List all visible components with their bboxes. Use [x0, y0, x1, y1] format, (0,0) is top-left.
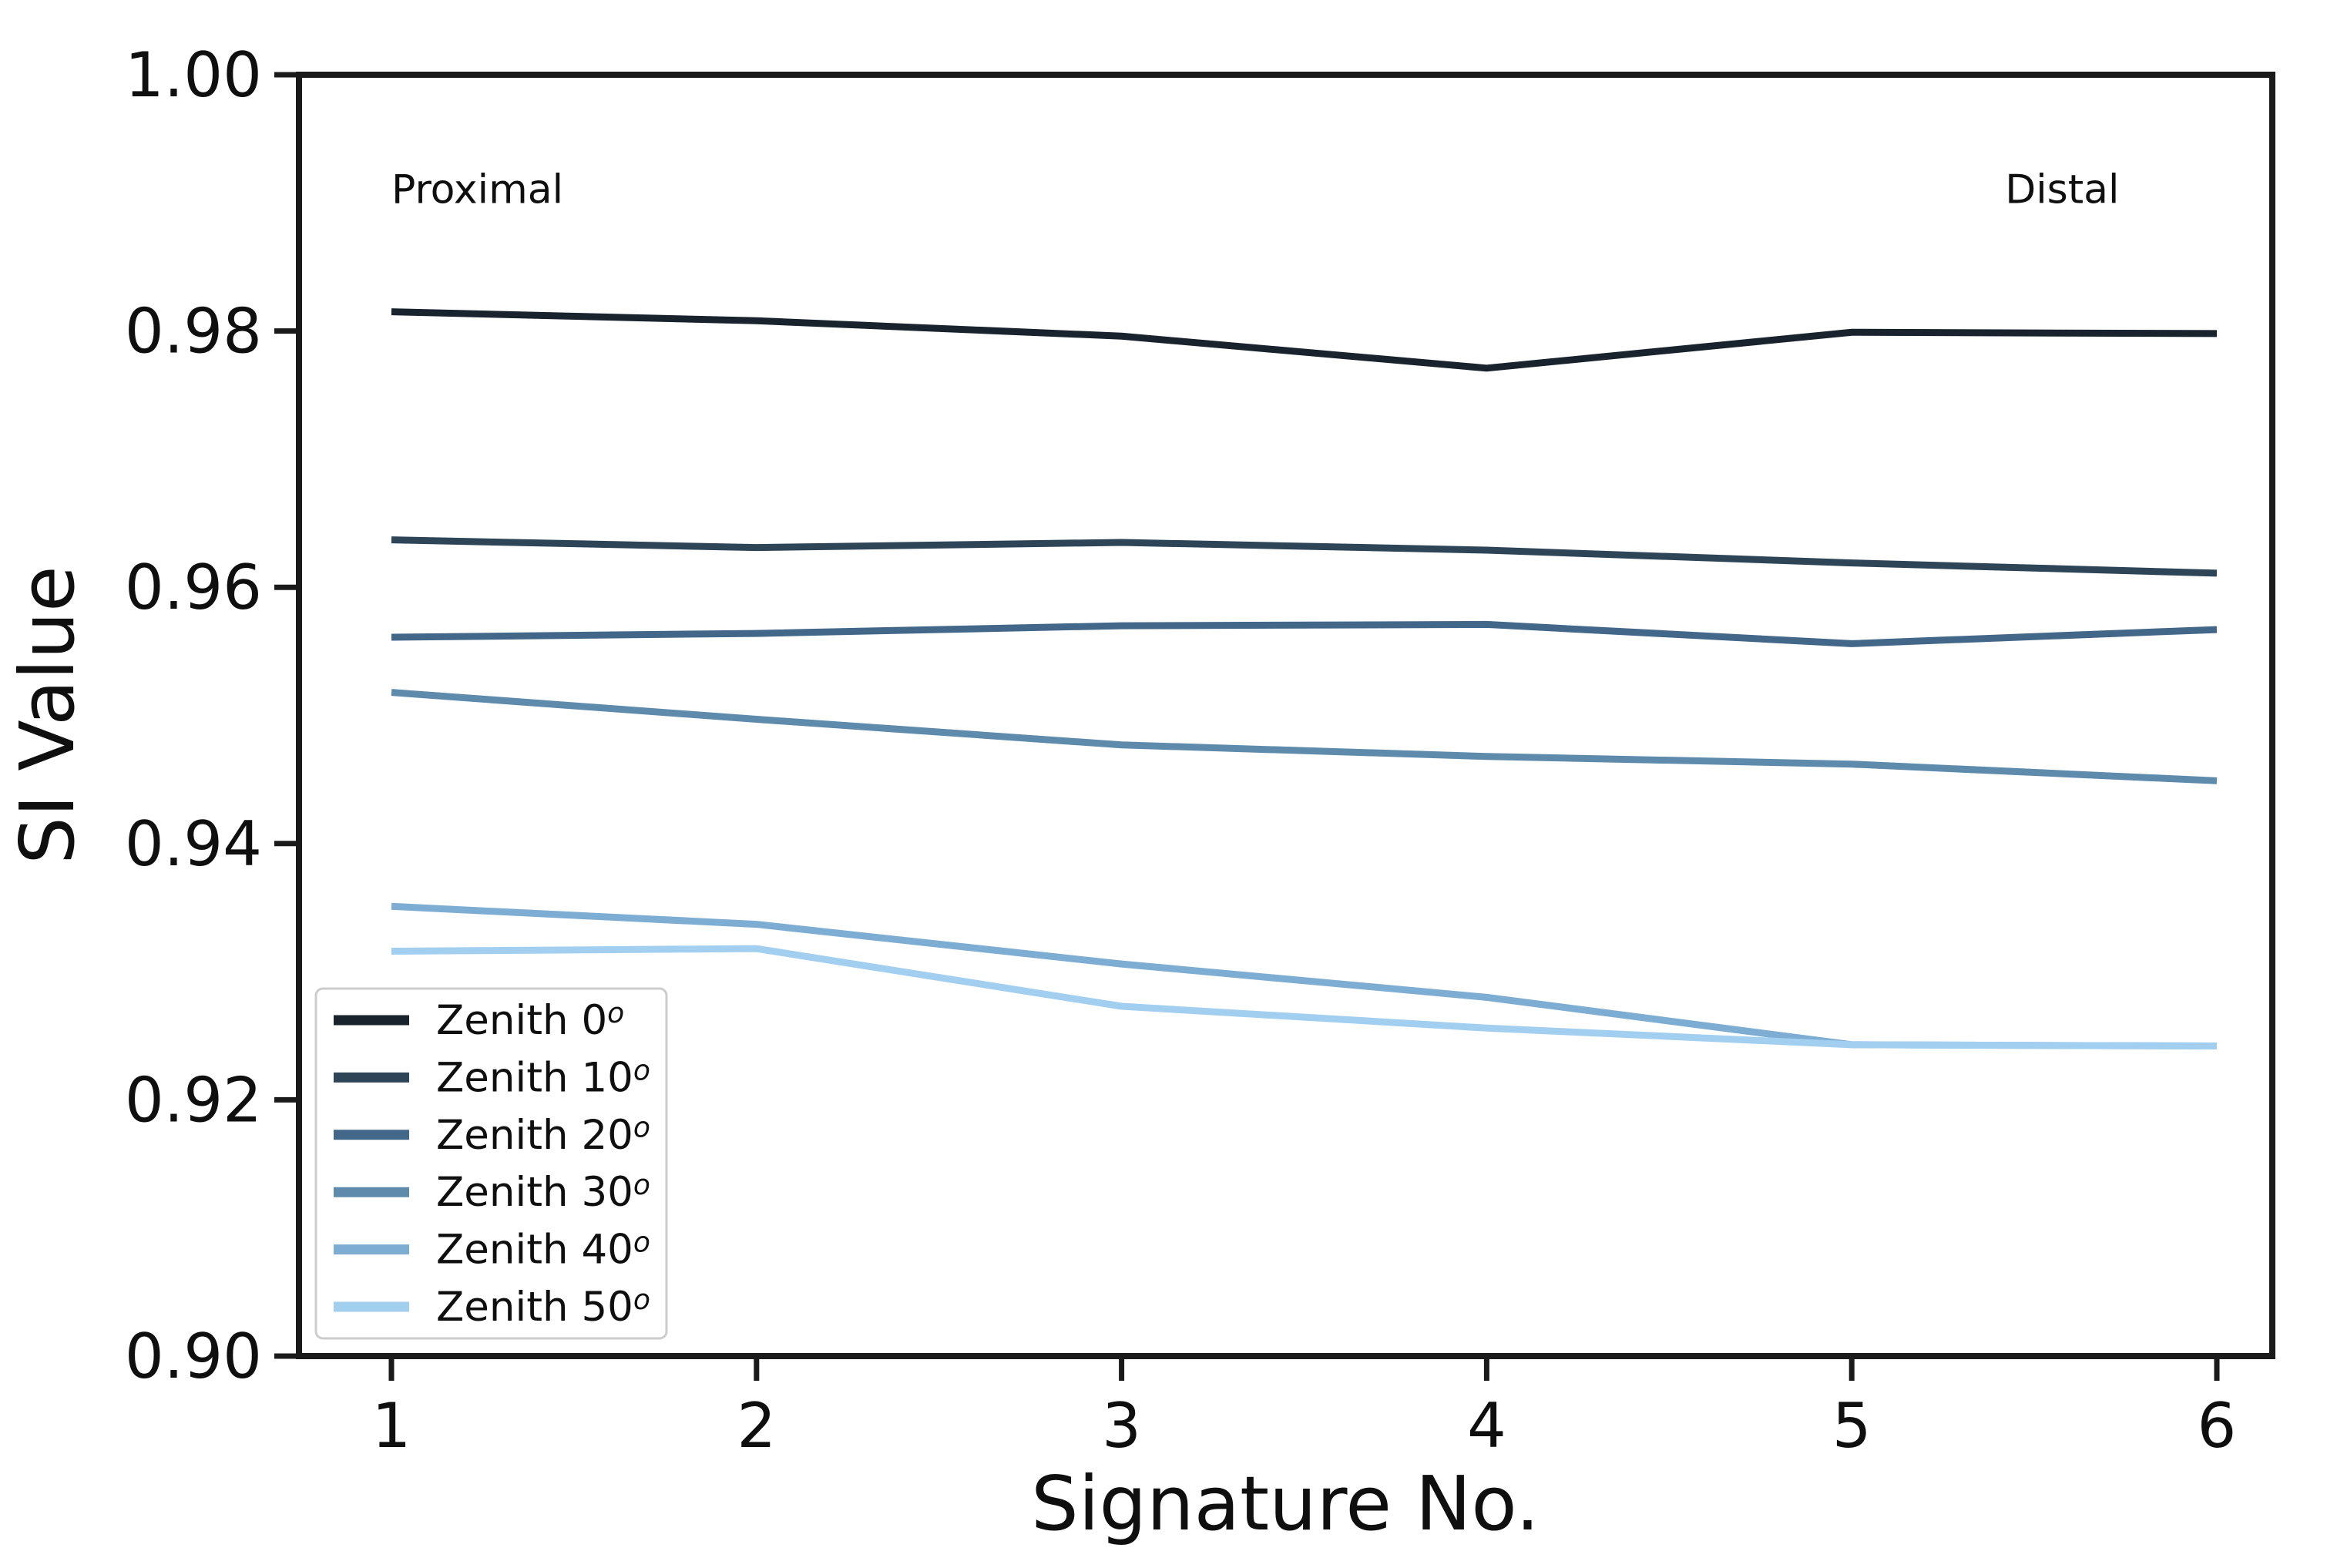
- line-zenith-20-: [391, 620, 2218, 647]
- x-tick-label: 1: [372, 1390, 411, 1462]
- y-tick-label: 0.98: [125, 296, 262, 368]
- annotation-proximal: Proximal: [391, 166, 563, 213]
- y-tick-label: 0.90: [125, 1321, 262, 1392]
- legend-label: Zenith 20o: [436, 1112, 650, 1159]
- line-zenith-10-: [391, 536, 2218, 577]
- plot-border: [296, 72, 2275, 1359]
- x-tick-label: 3: [1102, 1390, 1141, 1462]
- legend: Zenith 0o Zenith 10o Zenith 20o Zenith 30o Z…: [314, 987, 668, 1340]
- x-tick-label: 6: [2198, 1390, 2237, 1462]
- legend-label: Zenith 10o: [436, 1054, 650, 1101]
- y-axis-ticks: 1.00 0.98 0.96 0.94 0.92 0.90: [125, 39, 296, 1392]
- annotation-distal: Distal: [2005, 166, 2119, 213]
- line-zenith-0-: [391, 308, 2218, 372]
- line-zenith-30-: [391, 689, 2218, 784]
- legend-label: Zenith 30o: [436, 1169, 650, 1216]
- series-lines: [391, 308, 2218, 1050]
- x-axis-label: Signature No.: [1031, 1460, 1540, 1547]
- x-tick-label: 2: [737, 1390, 776, 1462]
- line-zenith-50-: [391, 945, 2218, 1050]
- legend-label: Zenith 40o: [436, 1227, 650, 1274]
- y-tick-label: 0.94: [125, 808, 262, 880]
- y-tick-label: 0.96: [125, 552, 262, 623]
- legend-label: Zenith 0o: [436, 997, 624, 1044]
- x-tick-label: 5: [1832, 1390, 1872, 1462]
- x-axis-ticks: 1 2 3 4 5 6: [372, 1359, 2237, 1462]
- y-tick-label: 1.00: [125, 39, 262, 111]
- x-tick-label: 4: [1467, 1390, 1506, 1462]
- y-tick-label: 0.92: [125, 1064, 262, 1136]
- y-axis-label: SI Value: [4, 566, 91, 864]
- legend-entries: Zenith 0o Zenith 10o Zenith 20o Zenith 30o Z…: [334, 997, 650, 1331]
- legend-label: Zenith 50o: [436, 1284, 650, 1331]
